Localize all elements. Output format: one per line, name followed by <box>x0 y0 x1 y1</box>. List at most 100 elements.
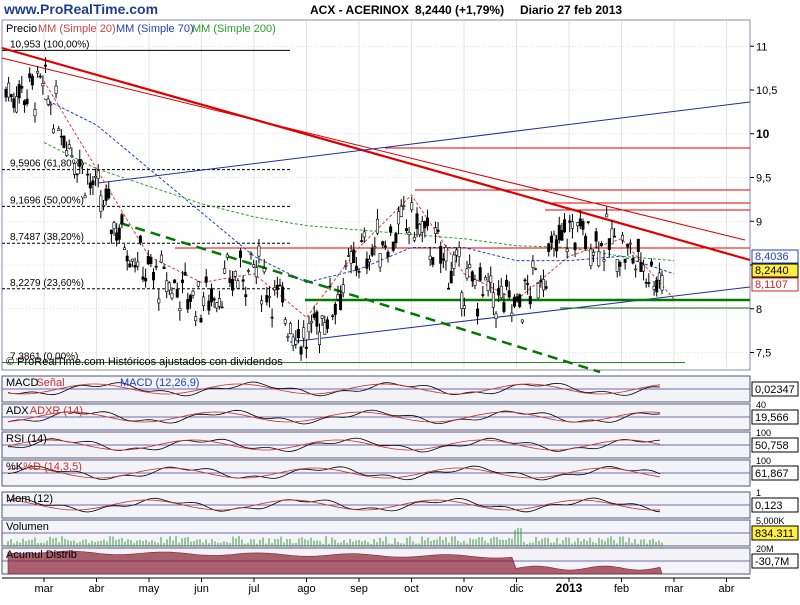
candle-body <box>112 222 116 230</box>
candle-body <box>462 305 466 309</box>
candlesticks <box>4 57 664 361</box>
candle-body <box>426 217 430 227</box>
candle-body <box>117 227 121 240</box>
candle-body <box>318 331 322 346</box>
candle-body <box>610 228 614 245</box>
candle-body <box>515 296 519 302</box>
candle-body <box>220 306 224 309</box>
candle-body <box>344 264 348 267</box>
candle-body <box>78 159 82 167</box>
candle-body <box>528 296 532 305</box>
candle-body <box>289 323 293 335</box>
candle-body <box>299 346 303 355</box>
candle-body <box>204 276 208 283</box>
candle-body <box>581 221 585 230</box>
x-tick-label: feb <box>614 583 629 595</box>
candle-body <box>41 83 45 87</box>
panel-line <box>7 497 661 513</box>
candle-body <box>267 296 271 298</box>
price-tag-box <box>751 263 799 278</box>
panel-value-label: 834.311 <box>755 528 794 540</box>
candle-body <box>246 270 250 272</box>
candle-body <box>72 163 76 175</box>
fib-label: 10,953 (100,00%) <box>10 39 90 50</box>
candle-body <box>499 285 503 299</box>
candle-body <box>278 284 282 287</box>
candle-body <box>447 287 451 290</box>
candle-body <box>655 279 659 293</box>
candle-body <box>181 279 185 284</box>
candle-body <box>631 258 635 264</box>
panel-signal-line <box>7 411 661 423</box>
candle-body <box>520 319 524 323</box>
panel-value-box <box>751 497 799 513</box>
panel-top-tick: 20M <box>756 544 774 554</box>
candle-body <box>146 256 150 265</box>
fib-label: 9,5906 (61,80%) <box>10 159 84 170</box>
candle-body <box>310 321 314 324</box>
legend-ma20: MM (Simple 20) <box>38 23 116 35</box>
panel-value-box <box>751 465 799 481</box>
candle-body <box>125 255 129 262</box>
candle-body <box>341 284 345 294</box>
panel-value-box <box>751 437 799 453</box>
candle-body <box>570 221 574 229</box>
candle-body <box>331 315 335 318</box>
candle-body <box>188 295 192 302</box>
candle-body <box>618 262 622 267</box>
candle-body <box>260 300 264 305</box>
candle-body <box>489 275 493 283</box>
candle-body <box>51 128 55 134</box>
panel-signal-line <box>7 499 661 511</box>
candle-body <box>62 135 66 148</box>
candle-body <box>336 294 340 300</box>
candle-body <box>381 241 385 246</box>
candle-body <box>80 162 84 166</box>
candle-body <box>470 271 474 282</box>
candle-body <box>644 281 648 284</box>
candle-body <box>270 316 274 319</box>
brand-logo[interactable]: www.ProRealTime.com <box>3 1 158 17</box>
candle-body <box>167 282 171 291</box>
candle-body <box>159 254 163 263</box>
candle-body <box>415 213 419 229</box>
candle-body <box>386 251 390 258</box>
candle-body <box>94 176 98 179</box>
candle-body <box>412 236 416 241</box>
panel-value-label: 0,02347 <box>755 384 795 396</box>
candle-body <box>497 287 501 296</box>
chart-title: ACX - ACERINOX <box>310 3 409 17</box>
candle-body <box>346 255 350 257</box>
candle-body <box>444 247 448 262</box>
candle-body <box>236 280 240 289</box>
candle-body <box>75 173 79 176</box>
candle-body <box>365 258 369 269</box>
candle-body <box>636 238 640 252</box>
price-tag-box <box>751 249 799 264</box>
candle-body <box>507 290 511 298</box>
candle-body <box>465 268 469 279</box>
x-axis: mar abr may jun jul ago sep oct nov dic 2013 feb mar… <box>2 577 750 595</box>
candle-body <box>373 246 377 249</box>
candle-body <box>602 259 606 262</box>
candle-body <box>65 150 69 156</box>
price-tag-label: 8,1107 <box>755 279 788 291</box>
panel-title: Volumen <box>6 521 49 533</box>
trend-line <box>289 286 751 343</box>
candle-body <box>304 346 308 349</box>
candle-body <box>307 323 311 333</box>
candle-body <box>526 283 530 285</box>
candle-body <box>262 268 266 273</box>
candle-body <box>233 270 237 277</box>
candle-body <box>138 235 142 244</box>
candle-body <box>544 286 548 289</box>
candle-body <box>249 253 253 255</box>
candle-body <box>339 293 343 311</box>
panel-line <box>7 437 661 453</box>
candle-body <box>323 322 327 335</box>
candle-body <box>254 267 258 278</box>
main-panel[interactable] <box>1 19 751 371</box>
